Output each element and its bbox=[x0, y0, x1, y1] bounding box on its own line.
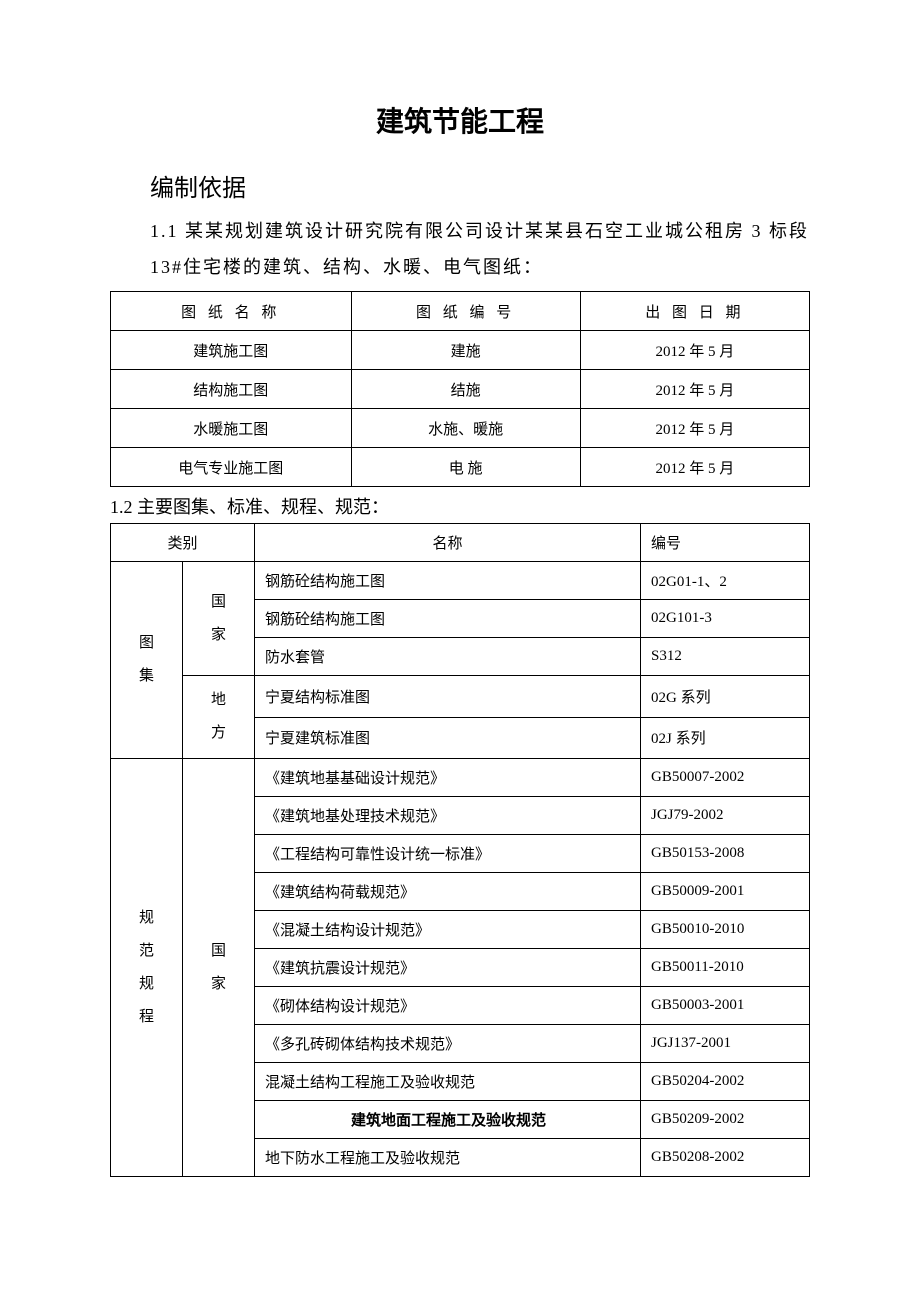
name-cell: 宁夏结构标准图 bbox=[255, 676, 641, 718]
code-cell: GB50153-2008 bbox=[641, 835, 810, 873]
name-cell: 地下防水工程施工及验收规范 bbox=[255, 1139, 641, 1177]
document-page: 建筑节能工程 编制依据 1.1 某某规划建筑设计研究院有限公司设计某某县石空工业… bbox=[0, 0, 920, 1302]
standards-table: 类别 名称 编号 图集国家钢筋砼结构施工图02G01-1、2钢筋砼结构施工图02… bbox=[110, 523, 810, 1177]
table-row: 结构施工图结施2012 年 5 月 bbox=[111, 370, 810, 409]
code-cell: S312 bbox=[641, 638, 810, 676]
table-header-row: 类别 名称 编号 bbox=[111, 524, 810, 562]
table-cell: 建筑施工图 bbox=[111, 331, 352, 370]
name-cell: 混凝土结构工程施工及验收规范 bbox=[255, 1063, 641, 1101]
document-title: 建筑节能工程 bbox=[110, 100, 810, 140]
code-cell: JGJ79-2002 bbox=[641, 797, 810, 835]
col-drawing-date: 出 图 日 期 bbox=[580, 292, 809, 331]
table-cell: 电气专业施工图 bbox=[111, 448, 352, 487]
subcategory-cell: 国家 bbox=[183, 759, 255, 1177]
code-cell: GB50007-2002 bbox=[641, 759, 810, 797]
drawings-table: 图 纸 名 称 图 纸 编 号 出 图 日 期 建筑施工图建施2012 年 5 … bbox=[110, 291, 810, 487]
subcategory-cell: 地方 bbox=[183, 676, 255, 759]
name-cell: 钢筋砼结构施工图 bbox=[255, 562, 641, 600]
col-name: 名称 bbox=[255, 524, 641, 562]
table-cell: 水施、暖施 bbox=[351, 409, 580, 448]
table-cell: 建施 bbox=[351, 331, 580, 370]
section-heading: 编制依据 bbox=[150, 168, 810, 203]
subcategory-cell: 国家 bbox=[183, 562, 255, 676]
table-cell: 2012 年 5 月 bbox=[580, 409, 809, 448]
table-cell: 电 施 bbox=[351, 448, 580, 487]
name-cell: 《建筑抗震设计规范》 bbox=[255, 949, 641, 987]
code-cell: 02G01-1、2 bbox=[641, 562, 810, 600]
table-header-row: 图 纸 名 称 图 纸 编 号 出 图 日 期 bbox=[111, 292, 810, 331]
name-cell: 宁夏建筑标准图 bbox=[255, 717, 641, 759]
code-cell: 02G101-3 bbox=[641, 600, 810, 638]
col-drawing-name: 图 纸 名 称 bbox=[111, 292, 352, 331]
drawings-table-body: 建筑施工图建施2012 年 5 月结构施工图结施2012 年 5 月水暖施工图水… bbox=[111, 331, 810, 487]
name-cell: 建筑地面工程施工及验收规范 bbox=[255, 1101, 641, 1139]
code-cell: GB50011-2010 bbox=[641, 949, 810, 987]
subsection-1-2: 1.2 主要图集、标准、规程、规范： bbox=[110, 493, 810, 519]
name-cell: 《混凝土结构设计规范》 bbox=[255, 911, 641, 949]
code-cell: GB50209-2002 bbox=[641, 1101, 810, 1139]
name-cell: 防水套管 bbox=[255, 638, 641, 676]
table-cell: 2012 年 5 月 bbox=[580, 448, 809, 487]
name-cell: 《建筑结构荷载规范》 bbox=[255, 873, 641, 911]
code-cell: JGJ137-2001 bbox=[641, 1025, 810, 1063]
code-cell: 02J 系列 bbox=[641, 717, 810, 759]
name-cell: 钢筋砼结构施工图 bbox=[255, 600, 641, 638]
table-row: 地方宁夏结构标准图02G 系列 bbox=[111, 676, 810, 718]
name-cell: 《多孔砖砌体结构技术规范》 bbox=[255, 1025, 641, 1063]
code-cell: GB50208-2002 bbox=[641, 1139, 810, 1177]
table-cell: 水暖施工图 bbox=[111, 409, 352, 448]
table-row: 规范规程国家《建筑地基基础设计规范》GB50007-2002 bbox=[111, 759, 810, 797]
table-cell: 2012 年 5 月 bbox=[580, 331, 809, 370]
code-cell: GB50003-2001 bbox=[641, 987, 810, 1025]
code-cell: GB50204-2002 bbox=[641, 1063, 810, 1101]
col-category: 类别 bbox=[111, 524, 255, 562]
code-cell: GB50010-2010 bbox=[641, 911, 810, 949]
table-cell: 2012 年 5 月 bbox=[580, 370, 809, 409]
table-row: 水暖施工图水施、暖施2012 年 5 月 bbox=[111, 409, 810, 448]
col-drawing-code: 图 纸 编 号 bbox=[351, 292, 580, 331]
col-code: 编号 bbox=[641, 524, 810, 562]
table-row: 建筑施工图建施2012 年 5 月 bbox=[111, 331, 810, 370]
table-row: 电气专业施工图电 施2012 年 5 月 bbox=[111, 448, 810, 487]
name-cell: 《建筑地基基础设计规范》 bbox=[255, 759, 641, 797]
table-row: 图集国家钢筋砼结构施工图02G01-1、2 bbox=[111, 562, 810, 600]
name-cell: 《建筑地基处理技术规范》 bbox=[255, 797, 641, 835]
table-cell: 结施 bbox=[351, 370, 580, 409]
category-cell: 图集 bbox=[111, 562, 183, 759]
standards-table-body: 图集国家钢筋砼结构施工图02G01-1、2钢筋砼结构施工图02G101-3防水套… bbox=[111, 562, 810, 1177]
code-cell: GB50009-2001 bbox=[641, 873, 810, 911]
name-cell: 《工程结构可靠性设计统一标准》 bbox=[255, 835, 641, 873]
table-cell: 结构施工图 bbox=[111, 370, 352, 409]
code-cell: 02G 系列 bbox=[641, 676, 810, 718]
name-cell: 《砌体结构设计规范》 bbox=[255, 987, 641, 1025]
intro-paragraph: 1.1 某某规划建筑设计研究院有限公司设计某某县石空工业城公租房 3 标段 13… bbox=[150, 213, 810, 285]
category-cell: 规范规程 bbox=[111, 759, 183, 1177]
